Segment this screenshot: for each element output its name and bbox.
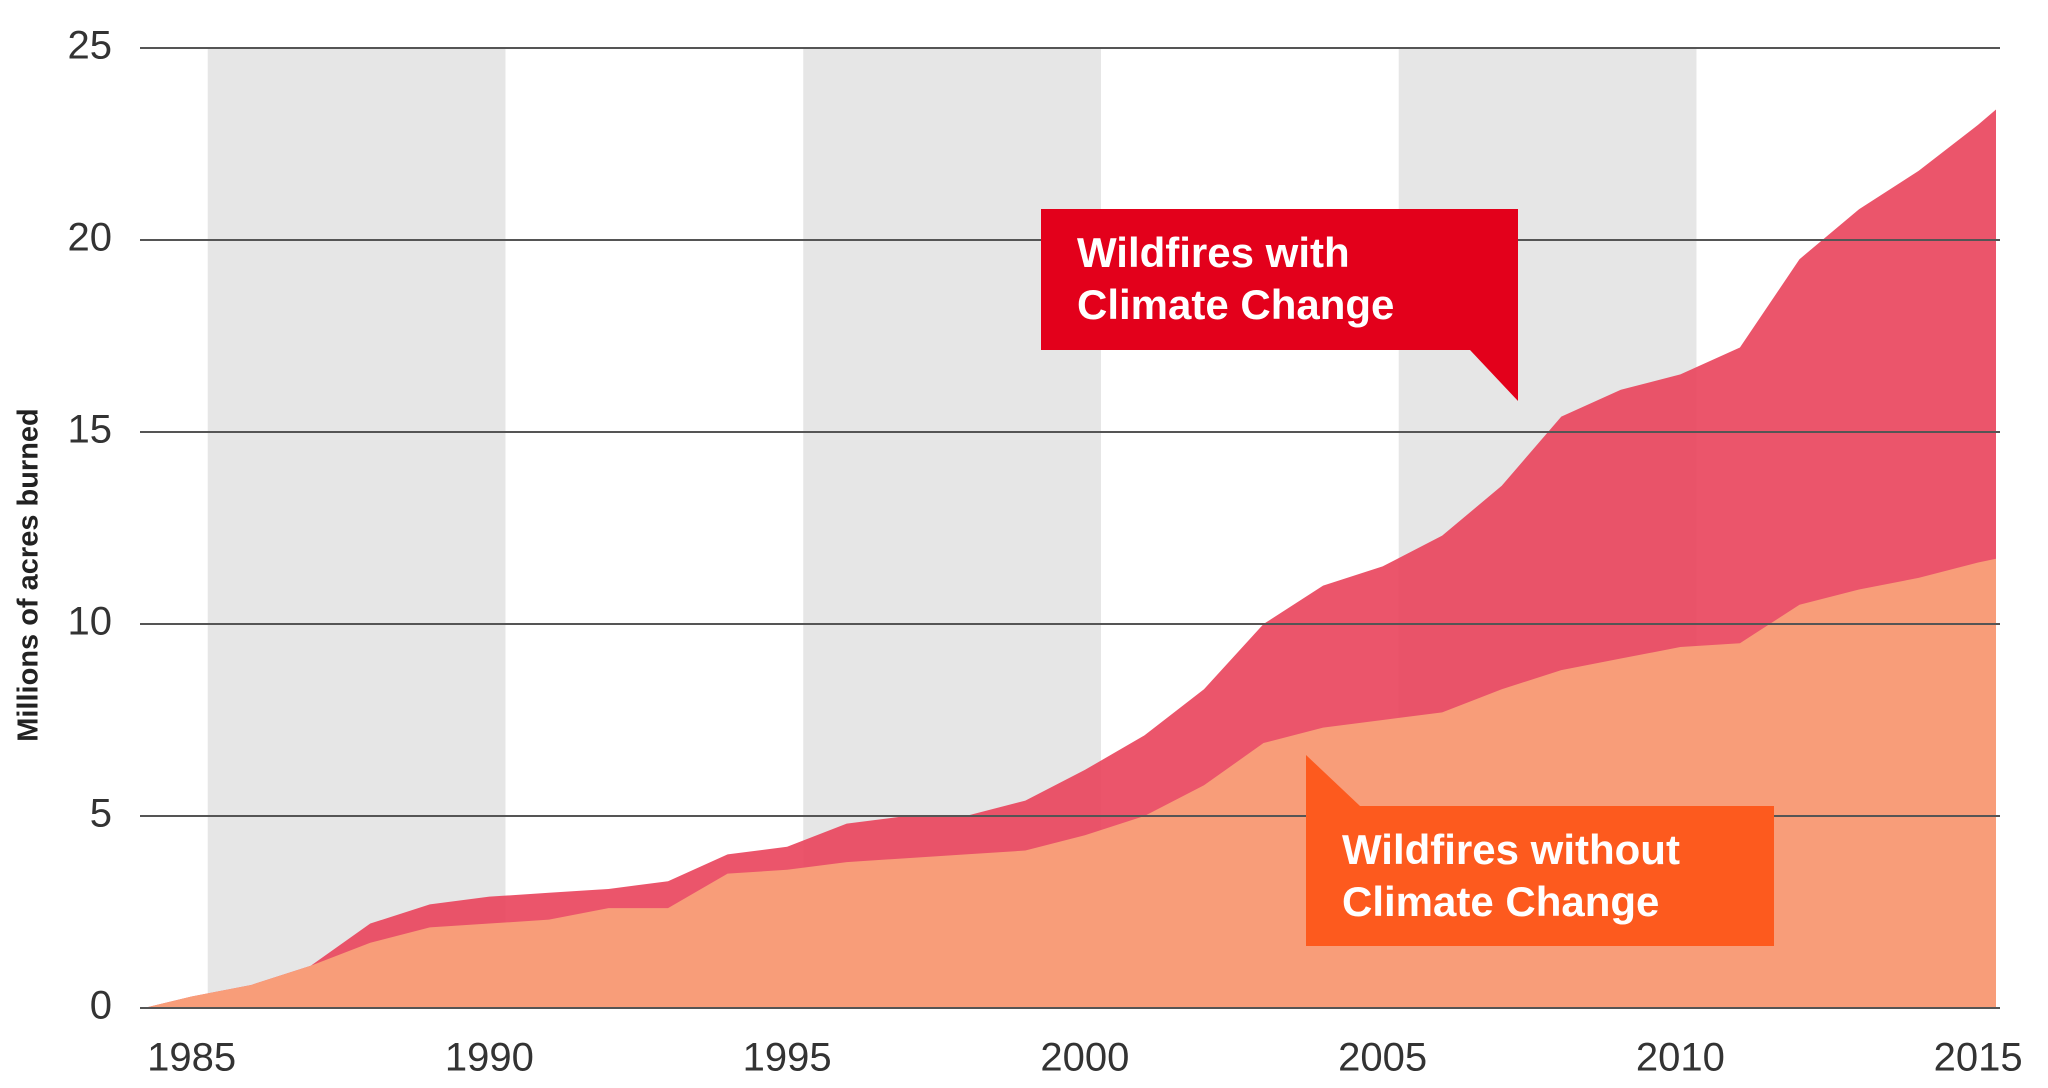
y-axis-label: Millions of acres burned: [13, 408, 45, 742]
x-tick-label: 1985: [147, 1036, 236, 1080]
x-tick-label: 1995: [743, 1036, 832, 1080]
x-tick-label: 2015: [1934, 1036, 2023, 1080]
callout-tail: [1470, 350, 1518, 401]
y-tick-label: 10: [68, 600, 113, 644]
legend-callout: Wildfires with Climate Change: [1041, 209, 1518, 350]
x-tick-label: 2000: [1040, 1036, 1129, 1080]
band: [207, 48, 506, 1008]
y-tick-label: 5: [90, 792, 112, 836]
y-tick-label: 15: [68, 408, 113, 452]
y-tick-label: 20: [68, 216, 113, 260]
y-tick-label: 25: [68, 24, 113, 68]
y-tick-label: 0: [90, 984, 112, 1028]
x-tick-label: 2010: [1636, 1036, 1725, 1080]
legend-callout: Wildfires without Climate Change: [1306, 806, 1774, 946]
callout-tail: [1306, 755, 1360, 806]
x-tick-label: 2005: [1338, 1036, 1427, 1080]
x-tick-label: 1990: [445, 1036, 534, 1080]
